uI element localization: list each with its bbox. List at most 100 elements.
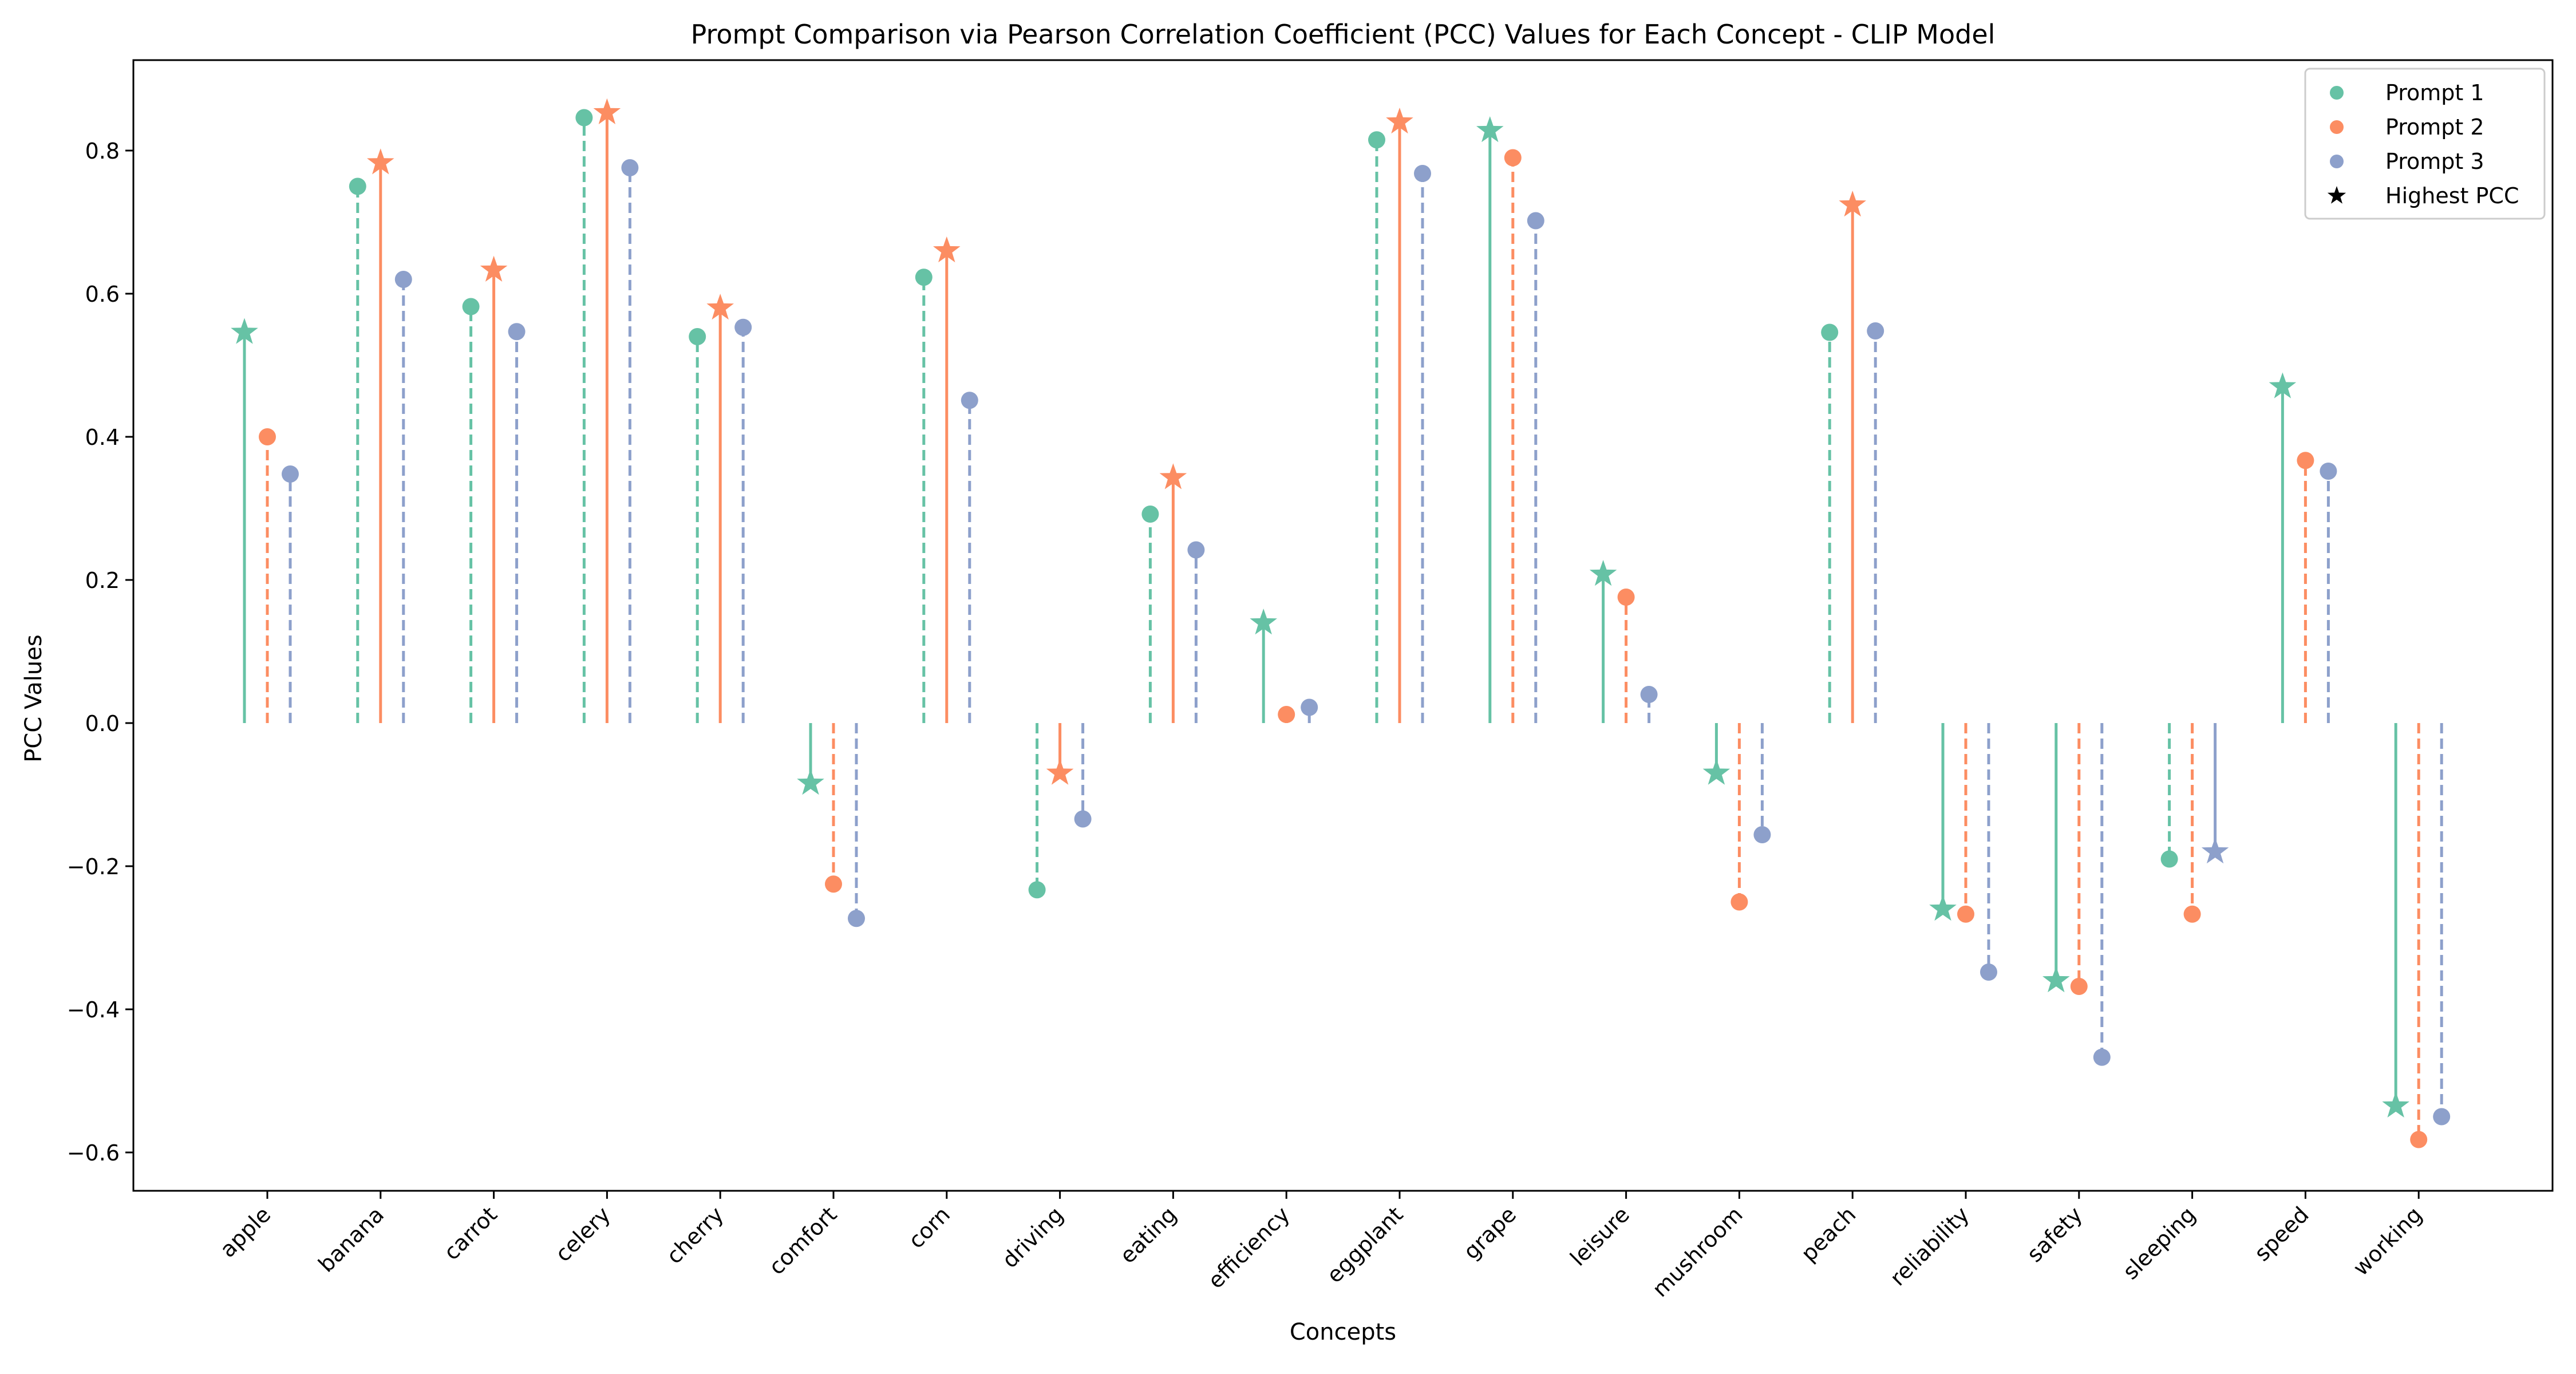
- point-sleeping-prompt-2: [2183, 905, 2201, 923]
- point-grape-prompt-2: [1504, 149, 1522, 167]
- x-tick-label-carrot: carrot: [439, 1202, 502, 1265]
- legend-frame: [2304, 68, 2546, 220]
- point-driving-prompt-3: [1074, 810, 1092, 828]
- star-marker-carrot: [480, 255, 508, 282]
- point-apple-prompt-3: [282, 465, 299, 483]
- y-tick-label: −0.4: [67, 997, 120, 1022]
- point-banana-prompt-1: [349, 177, 366, 195]
- star-marker-apple: [231, 318, 258, 344]
- legend-label-2: Prompt 2: [2385, 114, 2484, 140]
- x-tick-label-mushroom: mushroom: [1647, 1202, 1748, 1302]
- point-driving-prompt-1: [1028, 881, 1046, 899]
- star-marker-driving: [1046, 759, 1074, 785]
- point-comfort-prompt-3: [848, 910, 865, 927]
- point-corn-prompt-3: [961, 392, 978, 409]
- star-marker-comfort: [797, 769, 824, 795]
- star-marker-peach: [1839, 191, 1866, 217]
- legend: Prompt 1 Prompt 2 Prompt 3 Highest PCC: [2304, 68, 2546, 220]
- point-cherry-prompt-3: [734, 318, 752, 336]
- x-tick-label-safety: safety: [2022, 1202, 2087, 1267]
- point-corn-prompt-1: [915, 269, 933, 286]
- point-leisure-prompt-3: [1640, 686, 1658, 703]
- point-banana-prompt-3: [394, 271, 412, 288]
- star-marker-banana: [367, 148, 394, 175]
- point-eggplant-prompt-3: [1414, 165, 1431, 182]
- y-axis-label: PCC Values: [21, 634, 47, 762]
- legend-star-icon: [2327, 186, 2346, 204]
- point-peach-prompt-1: [1821, 323, 1839, 341]
- star-marker-eating: [1159, 463, 1187, 489]
- point-efficiency-prompt-3: [1301, 698, 1318, 716]
- x-axis-label: Concepts: [1290, 1319, 1396, 1345]
- legend-marker-prompt-2: [2330, 120, 2344, 134]
- x-tick-label-celery: celery: [550, 1202, 615, 1266]
- x-tick-label-reliability: reliability: [1885, 1202, 1974, 1290]
- star-marker-sleeping: [2201, 838, 2229, 864]
- legend-label-3: Prompt 3: [2385, 149, 2484, 174]
- point-cherry-prompt-1: [689, 328, 706, 345]
- legend-marker-prompt-1: [2330, 86, 2344, 100]
- x-tick-label-comfort: comfort: [764, 1202, 841, 1280]
- x-tick-label-driving: driving: [997, 1202, 1068, 1273]
- legend-label-4: Highest PCC: [2385, 183, 2519, 208]
- point-apple-prompt-2: [259, 428, 276, 445]
- star-marker-cherry: [706, 294, 734, 320]
- point-grape-prompt-3: [1527, 212, 1544, 230]
- point-working-prompt-2: [2410, 1131, 2428, 1148]
- star-marker-reliability: [1929, 895, 1957, 921]
- marker-group: [231, 98, 2451, 1148]
- point-working-prompt-3: [2433, 1108, 2451, 1126]
- y-tick-label: 0.2: [85, 568, 120, 593]
- y-tick-label: 0.4: [85, 425, 120, 450]
- point-safety-prompt-2: [2070, 978, 2088, 995]
- x-tick-label-eating: eating: [1115, 1202, 1182, 1268]
- point-carrot-prompt-1: [462, 298, 480, 315]
- plot-frame: [132, 59, 2554, 1192]
- star-marker-efficiency: [1250, 609, 1277, 635]
- y-tick-label: −0.6: [67, 1140, 120, 1166]
- point-safety-prompt-3: [2093, 1048, 2111, 1066]
- chart-title: Prompt Comparison via Pearson Correlatio…: [691, 19, 1996, 50]
- x-tick-label-banana: banana: [314, 1202, 389, 1277]
- x-tick-label-working: working: [2348, 1202, 2427, 1281]
- x-axis: apple banana carrot celery cherry comfort corn…: [215, 1191, 2427, 1302]
- point-mushroom-prompt-3: [1753, 826, 1771, 843]
- star-marker-working: [2382, 1091, 2409, 1118]
- x-tick-label-corn: corn: [903, 1202, 955, 1253]
- y-tick-label: 0.8: [85, 139, 120, 164]
- x-tick-label-leisure: leisure: [1565, 1202, 1634, 1271]
- star-marker-grape: [1476, 116, 1504, 143]
- legend-marker-prompt-3: [2330, 155, 2344, 168]
- point-celery-prompt-3: [621, 159, 639, 176]
- point-efficiency-prompt-2: [1278, 706, 1295, 723]
- y-tick-label: 0.6: [85, 282, 120, 307]
- point-reliability-prompt-2: [1957, 905, 1974, 923]
- legend-label-1: Prompt 1: [2385, 80, 2484, 105]
- star-marker-mushroom: [1702, 759, 1730, 785]
- point-speed-prompt-3: [2320, 463, 2337, 480]
- point-carrot-prompt-3: [508, 323, 526, 341]
- point-speed-prompt-2: [2297, 452, 2314, 469]
- star-marker-corn: [933, 236, 961, 263]
- star-marker-speed: [2269, 372, 2297, 398]
- point-eating-prompt-1: [1141, 506, 1159, 523]
- point-eating-prompt-3: [1187, 541, 1205, 559]
- point-comfort-prompt-2: [825, 875, 842, 893]
- star-marker-leisure: [1589, 560, 1617, 586]
- point-leisure-prompt-2: [1617, 589, 1635, 606]
- point-eggplant-prompt-1: [1368, 131, 1385, 149]
- x-tick-label-eggplant: eggplant: [1322, 1202, 1408, 1288]
- y-axis: −0.6 −0.4 −0.2 0.0 0.2 0.4 0.6 0.8: [67, 139, 133, 1166]
- x-tick-label-cherry: cherry: [662, 1202, 729, 1269]
- point-sleeping-prompt-1: [2160, 850, 2178, 868]
- star-marker-celery: [593, 98, 621, 124]
- star-marker-eggplant: [1386, 108, 1413, 134]
- y-tick-label: 0.0: [85, 711, 120, 736]
- x-tick-label-efficiency: efficiency: [1203, 1202, 1294, 1293]
- y-tick-label: −0.2: [67, 854, 120, 879]
- x-tick-label-speed: speed: [2249, 1202, 2313, 1266]
- point-mushroom-prompt-2: [1730, 893, 1748, 911]
- star-marker-safety: [2042, 966, 2070, 993]
- x-tick-label-apple: apple: [215, 1202, 276, 1262]
